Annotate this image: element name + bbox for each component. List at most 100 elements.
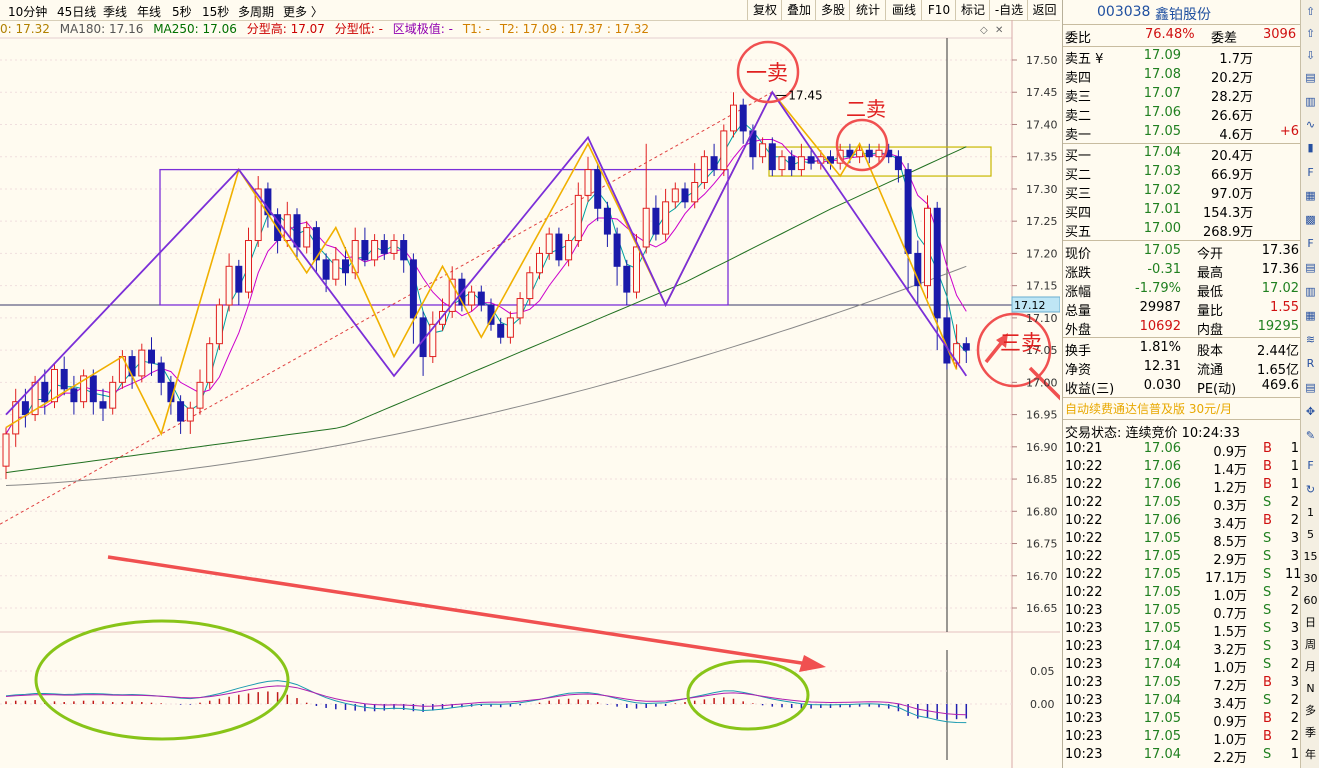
bid-volume: 154.3万	[1203, 206, 1254, 221]
sidebar-period-item[interactable]: 1	[1307, 506, 1314, 519]
tick-price: 17.06	[1143, 477, 1181, 492]
candle-body	[177, 401, 185, 422]
period-more[interactable]: 更多 〉	[283, 5, 323, 19]
list-icon[interactable]: ▤	[1305, 71, 1316, 84]
tick-count: 3	[1290, 531, 1299, 546]
tick-volume: 3.2万	[1213, 643, 1247, 658]
candle-body	[89, 375, 97, 403]
consolidation-box	[159, 168, 729, 306]
button-mark[interactable]: 标记	[955, 0, 990, 20]
refresh-icon[interactable]: ↻	[1305, 483, 1316, 496]
bid-price: 17.02	[1143, 183, 1181, 198]
stat-label: 量比	[1197, 304, 1224, 319]
tick-count: 2	[1290, 585, 1299, 600]
kline-chart[interactable]: 0.05 0.00 17.50 17.45 17.40 17.35 17.30 17.25 1…	[0, 0, 1060, 768]
sidebar-period-item[interactable]: 15	[1303, 550, 1318, 563]
button-restore-rights[interactable]: 复权	[747, 0, 782, 20]
y-tick-label: 17.45	[1026, 86, 1058, 99]
f-icon[interactable]: F	[1307, 166, 1314, 179]
button-draw-line[interactable]: 画线	[885, 0, 922, 20]
indicator-item: T2: 17.09 : 17.37 : 17.32	[499, 22, 650, 36]
current-price-box	[1011, 296, 1060, 313]
sidebar-period-item[interactable]: 60	[1303, 594, 1318, 607]
candle-body	[293, 214, 301, 248]
button-overlay[interactable]: 叠加	[781, 0, 816, 20]
button-multi-stock[interactable]: 多股	[815, 0, 850, 20]
fz-icon[interactable]: F	[1307, 237, 1314, 250]
pen-icon[interactable]: ✎	[1305, 429, 1316, 442]
sell3-circle	[976, 312, 1052, 388]
wave-icon[interactable]: ≋	[1305, 333, 1316, 346]
candle-body	[148, 349, 155, 364]
chart-icon[interactable]: ▥	[1305, 285, 1316, 298]
arrow-up-icon[interactable]: ⇧	[1305, 27, 1316, 40]
tick-side: S	[1263, 549, 1272, 564]
sidebar-period-item[interactable]: N	[1306, 682, 1315, 695]
candle-body	[12, 401, 20, 435]
tick-volume: 3.4万	[1213, 517, 1247, 532]
panel-divider	[1063, 240, 1301, 241]
ask-label: 卖二	[1065, 109, 1092, 124]
arrow-up-icon[interactable]: ⇧	[1305, 5, 1316, 18]
sidebar-period-item[interactable]: 季	[1305, 726, 1316, 739]
candle-icon[interactable]: ▮	[1307, 141, 1314, 154]
period-45day[interactable]: 45日线	[57, 5, 97, 19]
panel-divider	[1063, 24, 1301, 25]
candle-body	[594, 169, 602, 209]
period-10min[interactable]: 10分钟	[8, 5, 48, 19]
period-5s[interactable]: 5秒	[172, 5, 192, 19]
ask-price: 17.07	[1143, 86, 1181, 101]
sidebar-period-item[interactable]: 周	[1305, 638, 1316, 651]
button-f10[interactable]: F10	[921, 0, 956, 20]
move-icon[interactable]: ✥	[1305, 405, 1316, 418]
trend-arrow-line	[107, 555, 809, 666]
chart-icon[interactable]: ▦	[1305, 309, 1316, 322]
sidebar-period-item[interactable]: 月	[1305, 660, 1316, 673]
chart-icon[interactable]: ▤	[1305, 261, 1316, 274]
y-tick-label: 17.50	[1026, 54, 1058, 67]
tick-time: 10:23	[1065, 693, 1103, 708]
tick-side: B	[1263, 459, 1272, 474]
tick-price: 17.05	[1143, 729, 1181, 744]
chart-icon[interactable]: ▤	[1305, 381, 1316, 394]
sidebar-period-item[interactable]: 多	[1305, 704, 1316, 717]
sidebar-period-item[interactable]: 30	[1303, 572, 1318, 585]
tick-volume: 2.2万	[1213, 751, 1247, 766]
y-tick-label: 17.20	[1026, 247, 1058, 260]
button-back[interactable]: 返回	[1027, 0, 1061, 20]
chart-icon[interactable]: ▦	[1305, 189, 1316, 202]
promo-banner: 自动续费通达信普及版 30元/月	[1065, 402, 1233, 416]
candle-body	[720, 130, 728, 171]
indicator-item: MA250: 17.06	[153, 22, 237, 36]
tick-price: 17.05	[1143, 711, 1181, 726]
sidebar-period-item[interactable]: 年	[1305, 748, 1316, 761]
line-chart-icon[interactable]: ∿	[1305, 118, 1316, 131]
sidebar-period-item[interactable]: 5	[1307, 528, 1314, 541]
sidebar-period-item[interactable]: 日	[1305, 616, 1316, 629]
tick-volume: 0.9万	[1213, 715, 1247, 730]
bid-label: 买五	[1065, 225, 1092, 240]
rsi-icon[interactable]: R	[1306, 357, 1315, 370]
button-statistics[interactable]: 统计	[849, 0, 886, 20]
sell2-label: 二卖	[846, 97, 886, 121]
stat-value: 1.55	[1270, 300, 1299, 315]
period-toolbar: 10分钟 45日线 季线 年线 5秒 15秒 多周期 更多 〉 复权 叠加 多股…	[0, 0, 1060, 21]
period-15s[interactable]: 15秒	[202, 5, 230, 19]
period-year[interactable]: 年线	[137, 5, 162, 19]
candle-body	[555, 233, 563, 261]
arrow-down-icon[interactable]: ⇩	[1305, 49, 1316, 62]
candle-body	[671, 188, 679, 203]
f5-icon[interactable]: F	[1307, 459, 1314, 472]
y-tick-label: 17.40	[1026, 118, 1058, 131]
grid-icon[interactable]: ▩	[1305, 213, 1316, 226]
tick-volume: 1.0万	[1213, 661, 1247, 676]
macd-dif-line	[5, 680, 967, 724]
macd-tick-label: 0.05	[1030, 665, 1055, 678]
period-multi[interactable]: 多周期	[238, 5, 275, 19]
tick-time: 10:23	[1065, 675, 1103, 690]
bar-chart-icon[interactable]: ▥	[1305, 95, 1316, 108]
candle-body	[623, 265, 631, 293]
candle-body	[109, 381, 117, 409]
button-remove-watchlist[interactable]: -自选	[989, 0, 1028, 20]
period-season[interactable]: 季线	[103, 5, 128, 19]
